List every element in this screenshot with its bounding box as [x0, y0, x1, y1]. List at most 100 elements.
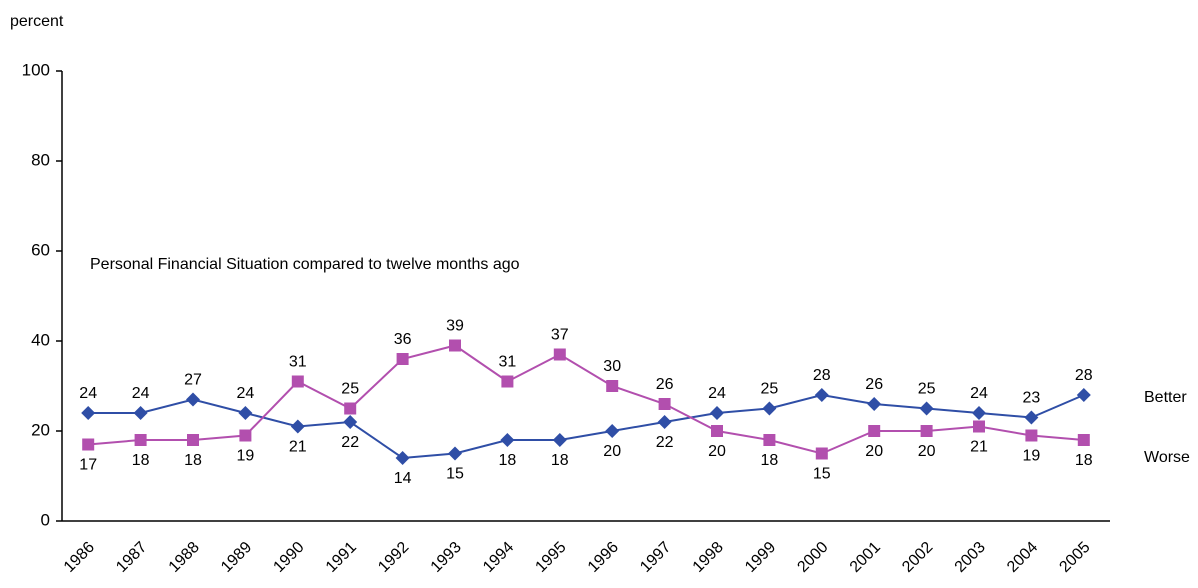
series-line — [88, 344, 1084, 455]
x-tick-label: 1999 — [742, 539, 779, 576]
x-tick-label: 1986 — [61, 539, 98, 576]
marker — [867, 397, 882, 411]
y-tick-label: 20 — [31, 420, 50, 439]
x-tick-label: 2000 — [794, 539, 831, 576]
marker — [1076, 388, 1091, 402]
marker — [1024, 410, 1039, 425]
data-label: 31 — [289, 354, 307, 371]
x-tick-label: 1993 — [428, 539, 465, 576]
marker — [919, 401, 934, 416]
marker — [239, 429, 252, 442]
x-tick-label: 2004 — [1004, 539, 1041, 576]
data-label: 18 — [132, 452, 150, 469]
marker — [396, 353, 409, 365]
marker — [814, 388, 829, 402]
data-label: 26 — [656, 376, 674, 393]
marker — [920, 425, 933, 437]
data-label: 18 — [761, 452, 779, 469]
data-label: 15 — [813, 466, 831, 483]
data-label: 17 — [79, 457, 97, 474]
data-label: 22 — [341, 434, 359, 451]
x-tick-label: 2003 — [952, 539, 989, 576]
x-tick-label: 1997 — [637, 539, 674, 576]
data-label: 24 — [708, 385, 726, 402]
data-label: 24 — [79, 385, 97, 402]
data-label: 25 — [918, 381, 936, 398]
data-label: 14 — [394, 470, 412, 487]
data-label: 23 — [1023, 390, 1041, 407]
data-label: 22 — [656, 434, 674, 451]
marker — [815, 447, 828, 460]
marker — [711, 425, 723, 437]
y-tick-label: 40 — [31, 330, 50, 349]
data-label: 18 — [1075, 452, 1093, 469]
marker — [501, 375, 514, 388]
data-label: 25 — [761, 381, 779, 398]
data-label: 39 — [446, 318, 464, 335]
marker — [972, 406, 986, 420]
data-label: 18 — [184, 452, 202, 469]
x-tick-label: 1990 — [270, 539, 307, 576]
marker — [344, 402, 357, 415]
data-label: 18 — [499, 452, 517, 469]
data-label: 25 — [341, 381, 359, 398]
data-label: 24 — [970, 385, 988, 402]
marker — [81, 406, 96, 420]
marker — [710, 406, 724, 420]
marker — [186, 392, 200, 407]
x-tick-label: 1989 — [218, 539, 255, 576]
marker — [657, 415, 672, 429]
marker — [82, 438, 95, 451]
x-tick-label: 1996 — [585, 539, 622, 576]
marker — [134, 434, 147, 446]
data-label: 31 — [499, 354, 517, 371]
x-tick-label: 2005 — [1056, 539, 1093, 576]
data-label: 36 — [394, 331, 412, 348]
marker — [552, 433, 567, 447]
marker — [1077, 434, 1090, 446]
data-label: 26 — [865, 376, 883, 393]
y-axis-label: percent — [10, 13, 64, 30]
marker — [658, 398, 671, 410]
x-tick-label: 1994 — [480, 539, 517, 576]
marker — [343, 415, 358, 429]
x-tick-label: 2001 — [847, 539, 884, 576]
data-label: 30 — [603, 358, 621, 375]
y-tick-label: 100 — [22, 60, 50, 79]
y-tick-label: 60 — [31, 240, 50, 259]
y-tick-label: 80 — [31, 150, 50, 169]
data-label: 28 — [813, 367, 831, 384]
x-tick-label: 1988 — [166, 539, 203, 576]
marker — [395, 451, 410, 465]
data-label: 28 — [1075, 367, 1093, 384]
x-tick-label: 1987 — [113, 539, 150, 576]
y-tick-label: 0 — [41, 510, 50, 529]
data-label: 20 — [865, 443, 883, 460]
marker — [762, 401, 777, 416]
marker — [133, 406, 148, 420]
x-tick-label: 1995 — [532, 539, 569, 576]
marker — [973, 420, 985, 433]
x-tick-label: 2002 — [899, 539, 936, 576]
data-label: 20 — [603, 443, 621, 460]
data-label: 24 — [237, 385, 255, 402]
data-label: 19 — [237, 448, 255, 465]
data-label: 37 — [551, 327, 569, 344]
data-label: 21 — [289, 439, 307, 456]
data-label: 20 — [708, 443, 726, 460]
marker — [1025, 429, 1038, 442]
marker — [291, 375, 304, 388]
series-line — [88, 393, 1085, 460]
data-label: 24 — [132, 385, 150, 402]
marker — [500, 433, 515, 447]
marker — [763, 434, 776, 446]
x-tick-label: 1991 — [323, 539, 360, 576]
x-tick-label: 1998 — [690, 539, 727, 576]
marker — [449, 339, 461, 352]
legend-label: Worse — [1144, 449, 1190, 466]
data-label: 15 — [446, 466, 464, 483]
marker — [448, 446, 462, 461]
data-label: 18 — [551, 452, 569, 469]
data-label: 21 — [970, 439, 988, 456]
